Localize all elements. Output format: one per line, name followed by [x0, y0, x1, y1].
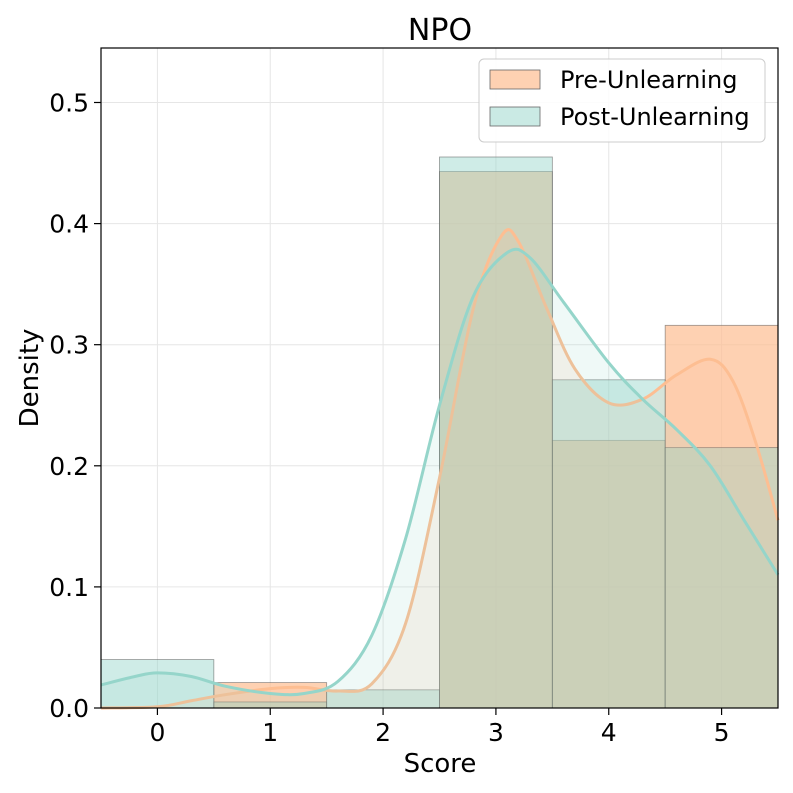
y-tick-label: 0.4 — [49, 210, 89, 239]
legend-swatch-post — [489, 106, 541, 127]
legend-swatch-pre — [489, 69, 541, 90]
legend-label-post: Post-Unlearning — [560, 103, 750, 131]
legend-frame — [478, 58, 766, 143]
chart-title: NPO — [408, 13, 472, 48]
y-axis-label: Density — [15, 329, 45, 428]
bar-pre-unlearning — [551, 439, 666, 709]
bar-post-unlearning — [439, 156, 553, 709]
x-axis-label: Score — [404, 749, 477, 779]
x-tick-label: 3 — [488, 718, 504, 747]
bar-pre-unlearning — [664, 324, 779, 709]
y-tick-label: 0.1 — [49, 573, 89, 602]
kde-curve-post-unlearning — [100, 247, 780, 697]
plot-frame — [100, 47, 779, 709]
x-tick-label: 1 — [262, 718, 278, 747]
x-tick-label: 5 — [714, 718, 730, 747]
kde-curve-pre-unlearning — [100, 228, 780, 710]
x-tick-label: 0 — [149, 718, 165, 747]
legend-label-pre: Pre-Unlearning — [560, 66, 738, 94]
legend: Pre-Unlearning Post-Unlearning — [478, 58, 766, 143]
y-tick-label: 0.2 — [49, 452, 89, 481]
y-axis-ticks: 0.0 0.1 0.2 0.3 0.4 0.5 — [49, 88, 101, 723]
x-axis-ticks: 0 1 2 3 4 5 — [149, 708, 730, 747]
kde-curves — [100, 228, 780, 710]
y-tick-label: 0.5 — [49, 88, 89, 117]
y-tick-label: 0.3 — [49, 331, 89, 360]
kde-curve-pre-unlearning-fill — [101, 229, 778, 708]
x-tick-label: 2 — [375, 718, 391, 747]
y-tick-label: 0.0 — [49, 694, 89, 723]
x-tick-label: 4 — [601, 718, 617, 747]
bars-post-unlearning — [100, 156, 779, 709]
